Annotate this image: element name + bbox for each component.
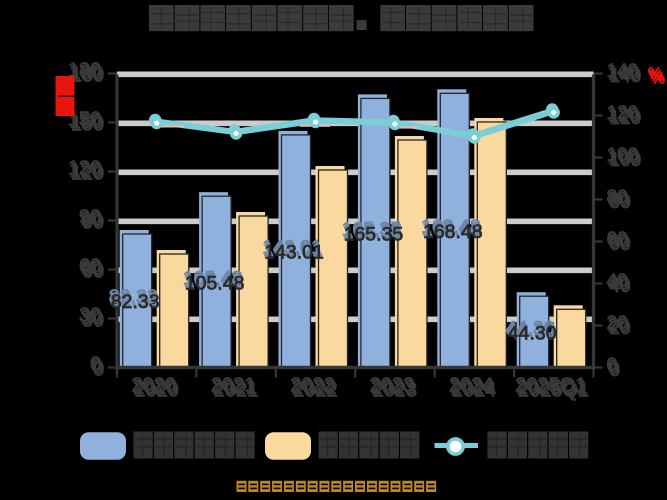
- svg-text:2023: 2023: [373, 380, 418, 402]
- svg-text:105.48: 105.48: [184, 270, 244, 292]
- svg-text:165.35: 165.35: [343, 221, 403, 243]
- svg-text:140: 140: [610, 66, 642, 87]
- svg-text:20: 20: [608, 316, 629, 337]
- svg-text:2021: 2021: [214, 380, 259, 402]
- svg-text:60: 60: [608, 232, 629, 253]
- svg-text:2022: 2022: [292, 377, 337, 399]
- svg-text:105.48: 105.48: [185, 272, 245, 294]
- svg-text:0: 0: [93, 359, 104, 381]
- svg-text:44.30: 44.30: [508, 322, 557, 344]
- svg-text:143.01: 143.01: [263, 239, 323, 261]
- svg-text:80: 80: [608, 190, 629, 211]
- svg-text:2024: 2024: [452, 380, 497, 402]
- svg-text:140: 140: [608, 64, 640, 85]
- svg-text:0: 0: [608, 358, 619, 379]
- svg-text:168.48: 168.48: [421, 216, 481, 238]
- svg-text:120: 120: [610, 108, 642, 129]
- svg-text:90: 90: [79, 207, 101, 229]
- svg-text:2020: 2020: [134, 380, 179, 402]
- svg-text:2023: 2023: [370, 375, 415, 397]
- svg-text:%: %: [651, 71, 665, 88]
- svg-text:2022: 2022: [293, 380, 338, 402]
- svg-text:60: 60: [82, 261, 104, 283]
- svg-text:165.35: 165.35: [342, 218, 402, 240]
- svg-text:2021: 2021: [212, 377, 257, 399]
- svg-text:60: 60: [610, 234, 631, 255]
- svg-text:40: 40: [610, 276, 631, 297]
- svg-text:150: 150: [68, 109, 101, 131]
- svg-text:82.33: 82.33: [111, 291, 160, 313]
- svg-text:168.48: 168.48: [422, 218, 482, 240]
- svg-text:150: 150: [69, 111, 102, 133]
- svg-text:82.33: 82.33: [109, 286, 158, 308]
- svg-text:60: 60: [80, 258, 102, 280]
- svg-text:180: 180: [68, 60, 101, 82]
- svg-text:44.30: 44.30: [506, 317, 555, 339]
- svg-text:2023: 2023: [371, 377, 416, 399]
- svg-text:80: 80: [610, 192, 631, 213]
- svg-text:0: 0: [90, 354, 101, 376]
- svg-text:100: 100: [610, 150, 642, 171]
- svg-text:2022: 2022: [290, 375, 335, 397]
- svg-text:143.01: 143.01: [264, 242, 324, 264]
- svg-text:120: 120: [71, 163, 104, 185]
- svg-text:%: %: [649, 68, 663, 85]
- svg-text:168.48: 168.48: [423, 221, 483, 243]
- svg-text:2024: 2024: [449, 375, 494, 397]
- svg-text:100: 100: [608, 148, 640, 169]
- svg-text:30: 30: [80, 307, 102, 329]
- svg-text:0: 0: [607, 355, 618, 376]
- svg-text:143.01: 143.01: [262, 237, 322, 259]
- svg-text:30: 30: [79, 305, 101, 327]
- svg-text:120: 120: [608, 106, 640, 127]
- svg-text:80: 80: [607, 187, 628, 208]
- svg-text:60: 60: [79, 256, 101, 278]
- svg-text:2020: 2020: [133, 377, 178, 399]
- svg-text:2021: 2021: [211, 375, 256, 397]
- svg-text:90: 90: [80, 209, 102, 231]
- svg-text:165.35: 165.35: [344, 223, 404, 245]
- svg-text:44.30: 44.30: [507, 320, 556, 342]
- svg-text:2025Q1: 2025Q1: [517, 377, 588, 399]
- svg-text:20: 20: [607, 313, 628, 334]
- svg-text:82.33: 82.33: [110, 289, 159, 311]
- svg-text:2025Q1: 2025Q1: [515, 375, 586, 397]
- svg-text:%: %: [648, 66, 662, 83]
- svg-text:30: 30: [82, 310, 104, 332]
- svg-text:20: 20: [610, 318, 631, 339]
- svg-text:140: 140: [607, 61, 639, 82]
- svg-text:40: 40: [608, 274, 629, 295]
- svg-text:0: 0: [92, 356, 103, 378]
- svg-text:105.48: 105.48: [183, 267, 243, 289]
- svg-text:100: 100: [607, 145, 639, 166]
- svg-text:90: 90: [82, 212, 104, 234]
- svg-text:0: 0: [610, 360, 621, 381]
- svg-text:2024: 2024: [451, 377, 496, 399]
- svg-text:2025Q1: 2025Q1: [518, 380, 589, 402]
- svg-text:120: 120: [69, 160, 102, 182]
- svg-text:180: 180: [71, 65, 104, 87]
- svg-text:2020: 2020: [131, 375, 176, 397]
- svg-text:180: 180: [69, 62, 102, 84]
- svg-text:60: 60: [607, 229, 628, 250]
- svg-text:120: 120: [607, 103, 639, 124]
- svg-text:120: 120: [68, 158, 101, 180]
- svg-text:40: 40: [607, 271, 628, 292]
- svg-text:150: 150: [71, 114, 104, 136]
